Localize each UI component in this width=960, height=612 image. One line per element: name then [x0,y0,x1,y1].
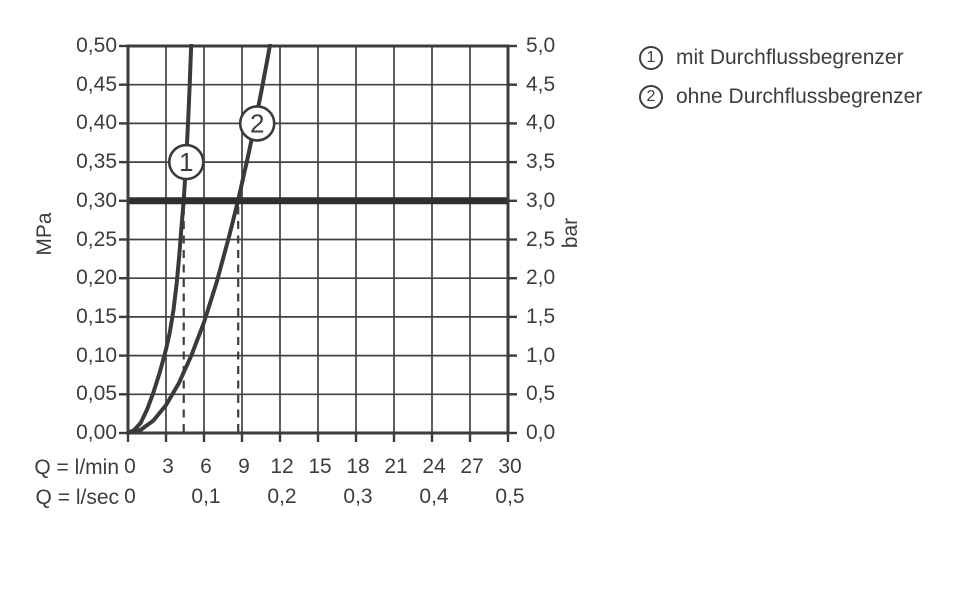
y-right-tick-label: 0,0 [526,421,556,444]
x-lmin-tick-label: 9 [238,455,250,478]
legend-item-without-limiter: 2 ohne Durchflussbegrenzer [639,84,922,110]
y-right-tick-label: 3,5 [526,150,556,174]
y-left-tick-label: 0,05 [76,382,117,406]
x-lsec-tick-label: 0,5 [495,485,525,508]
y-right-tick-label: 0,5 [526,382,556,406]
y-right-tick-label: 1,0 [526,343,556,367]
x-lsec-tick-label: 0,3 [343,485,373,508]
x-lmin-tick-label: 30 [498,455,522,478]
y-right-tick-label: 3,0 [526,188,556,212]
x-lmin-tick-label: 15 [308,455,332,478]
x-lmin-tick-label: 21 [384,455,408,478]
x-lmin-tick-label: 27 [460,455,484,478]
y-axis-right-title: bar [559,217,582,249]
x-axis-lsec-label: Q = l/sec [35,486,119,509]
x-lsec-tick-label: 0,2 [267,485,297,508]
y-left-tick-label: 0,15 [76,304,117,328]
y-left-tick-label: 0,20 [76,266,117,290]
y-left-tick-label: 0,30 [76,188,117,212]
y-right-tick-label: 2,0 [526,266,556,290]
y-left-tick-label: 0,25 [76,227,117,251]
x-lmin-tick-label: 12 [270,455,294,478]
y-left-tick-label: 0,45 [76,72,117,96]
curve-1-marker-number: 1 [179,147,193,177]
y-left-tick-label: 0,40 [76,111,117,135]
curve-1 [126,44,194,435]
plot-border [126,44,510,435]
curve-1-marker-circle [167,143,205,181]
y-right-tick-label: 1,5 [526,304,556,328]
y-right-tick-label: 2,5 [526,227,556,251]
curve-2-marker-number: 2 [250,108,264,138]
curve-1-legend-label: mit Durchflussbegrenzer [676,46,904,69]
y-left-tick-label: 0,35 [76,150,117,174]
x-lmin-tick-label: 3 [162,455,174,478]
curve-2-marker-circle [238,105,276,142]
legend-item-with-limiter: 1 mit Durchflussbegrenzer [639,45,922,71]
x-lsec-tick-label: 0,4 [419,485,449,508]
y-right-tick-label: 4,0 [526,111,556,135]
curve-1-legend-number: 1 [646,49,656,66]
curve-2-legend-symbol: 2 [639,85,663,109]
curve-2 [126,44,273,435]
x-lmin-tick-label: 18 [346,455,370,478]
curve-2-legend-label: ohne Durchflussbegrenzer [676,85,923,108]
x-lmin-tick-label: 6 [200,455,212,478]
legend: 1 mit Durchflussbegrenzer 2 ohne Durchfl… [639,45,922,123]
x-lsec-tick-label: 0 [124,485,136,508]
curve-2-legend-number: 2 [646,88,656,105]
y-left-tick-label: 0,00 [76,421,117,444]
curve-1-legend-symbol: 1 [639,46,663,70]
x-lmin-tick-label: 24 [422,455,446,478]
y-left-tick-label: 0,50 [76,34,117,57]
x-lsec-tick-label: 0,1 [191,485,221,508]
x-lmin-tick-label: 0 [124,455,136,478]
y-right-tick-label: 5,0 [526,34,556,57]
y-left-tick-label: 0,10 [76,343,117,367]
y-right-tick-label: 4,5 [526,72,556,96]
x-axis-lmin-label: Q = l/min [34,456,119,479]
y-axis-left-title: MPa [33,212,56,256]
